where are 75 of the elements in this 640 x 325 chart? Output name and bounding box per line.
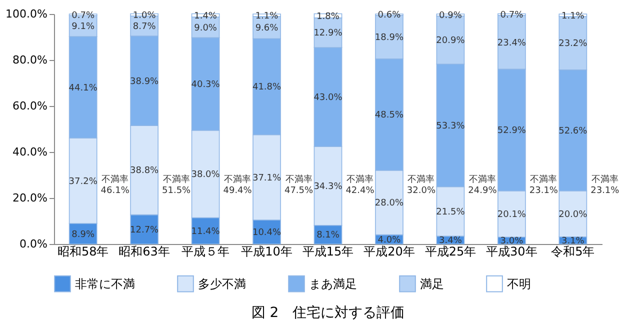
y-tick-label: 20.0% bbox=[12, 192, 48, 204]
data-label: 38.0% bbox=[191, 170, 220, 180]
data-label: 3.4% bbox=[439, 236, 462, 246]
annotation: 不満率 46.1% bbox=[100, 174, 130, 196]
data-label: 1.1% bbox=[255, 11, 279, 22]
data-label: 1.1% bbox=[561, 11, 585, 22]
x-tick-label: 平成10年 bbox=[241, 244, 292, 258]
data-label: 3.1% bbox=[561, 236, 585, 246]
y-tick-label: 100.0% bbox=[6, 8, 48, 20]
y-tick-label: 60.0% bbox=[12, 100, 48, 112]
x-tick-label: 平成25年 bbox=[424, 244, 476, 258]
x-tick-label: 平成15年 bbox=[302, 244, 354, 258]
x-tick-label: 昭和63年 bbox=[118, 244, 170, 258]
annotation: 不満率 23.1% bbox=[529, 174, 558, 196]
data-label: 38.8% bbox=[130, 166, 160, 176]
data-label: 23.2% bbox=[558, 39, 588, 50]
data-label: 37.1% bbox=[252, 173, 282, 184]
data-label: 20.1% bbox=[497, 210, 526, 220]
data-label: 12.9% bbox=[314, 28, 343, 39]
data-label: 0.7% bbox=[500, 10, 524, 21]
data-label: 34.3% bbox=[314, 182, 343, 192]
legend-label: まあ満足 bbox=[309, 276, 357, 291]
data-label: 11.4% bbox=[191, 226, 220, 237]
data-label: 28.0% bbox=[374, 198, 404, 209]
legend-label: 非常に不満 bbox=[75, 276, 135, 291]
data-label: 1.4% bbox=[194, 11, 218, 22]
data-label: 52.6% bbox=[558, 126, 588, 136]
legend-label: 不明 bbox=[507, 276, 531, 291]
data-label: 0.7% bbox=[72, 10, 95, 21]
data-label: 41.8% bbox=[252, 82, 282, 93]
x-tick-label: 平成５年 bbox=[182, 244, 230, 258]
annotation: 不満率 32.0% bbox=[406, 174, 436, 196]
data-label: 53.3% bbox=[436, 121, 466, 132]
data-label: 1.8% bbox=[316, 12, 340, 22]
data-label: 4.0% bbox=[378, 235, 402, 246]
data-label: 48.5% bbox=[374, 110, 404, 121]
data-label: 8.7% bbox=[132, 22, 156, 32]
x-tick-label: 昭和58年 bbox=[57, 244, 109, 258]
legend-label: 満足 bbox=[420, 276, 444, 291]
data-label: 20.0% bbox=[558, 210, 588, 220]
annotation: 不満率 23.1% bbox=[590, 174, 620, 196]
data-label: 8.9% bbox=[72, 230, 95, 240]
annotation: 不満率 49.4% bbox=[223, 174, 252, 196]
y-tick-label: 0.0% bbox=[20, 238, 48, 250]
annotation: 不満率 51.5% bbox=[162, 174, 192, 196]
data-label: 0.6% bbox=[378, 10, 402, 21]
data-label: 9.6% bbox=[255, 24, 279, 34]
data-label: 38.9% bbox=[130, 76, 160, 87]
data-label: 37.2% bbox=[68, 176, 98, 187]
annotation: 不満率 24.9% bbox=[468, 174, 498, 196]
data-label: 8.1% bbox=[316, 230, 340, 241]
annotation: 不満率 42.4% bbox=[346, 174, 375, 196]
x-tick-label: 令和5年 bbox=[551, 244, 595, 258]
data-label: 10.4% bbox=[252, 228, 282, 238]
data-label: 44.1% bbox=[68, 83, 98, 94]
x-tick-label: 平成20年 bbox=[364, 244, 415, 258]
data-label: 3.0% bbox=[500, 236, 524, 247]
data-label: 9.1% bbox=[72, 22, 95, 32]
data-label: 18.9% bbox=[374, 33, 404, 44]
data-label: 0.9% bbox=[439, 11, 462, 22]
data-label: 20.9% bbox=[436, 36, 466, 46]
data-label: 40.3% bbox=[191, 80, 220, 90]
data-label: 23.4% bbox=[497, 38, 526, 48]
x-tick-label: 平成30年 bbox=[486, 244, 538, 258]
annotation: 不満率 47.5% bbox=[284, 174, 314, 196]
data-label: 12.7% bbox=[130, 225, 160, 236]
text: 図 2 住宅に対する評価 bbox=[251, 305, 405, 321]
data-label: 21.5% bbox=[436, 207, 466, 218]
y-tick-label: 40.0% bbox=[12, 146, 48, 158]
data-label: 1.0% bbox=[132, 10, 156, 21]
legend-label: 多少不満 bbox=[198, 276, 246, 291]
data-label: 9.0% bbox=[194, 23, 218, 34]
y-tick-label: 80.0% bbox=[12, 54, 48, 66]
data-label: 52.9% bbox=[497, 126, 526, 136]
data-label: 43.0% bbox=[314, 93, 343, 104]
